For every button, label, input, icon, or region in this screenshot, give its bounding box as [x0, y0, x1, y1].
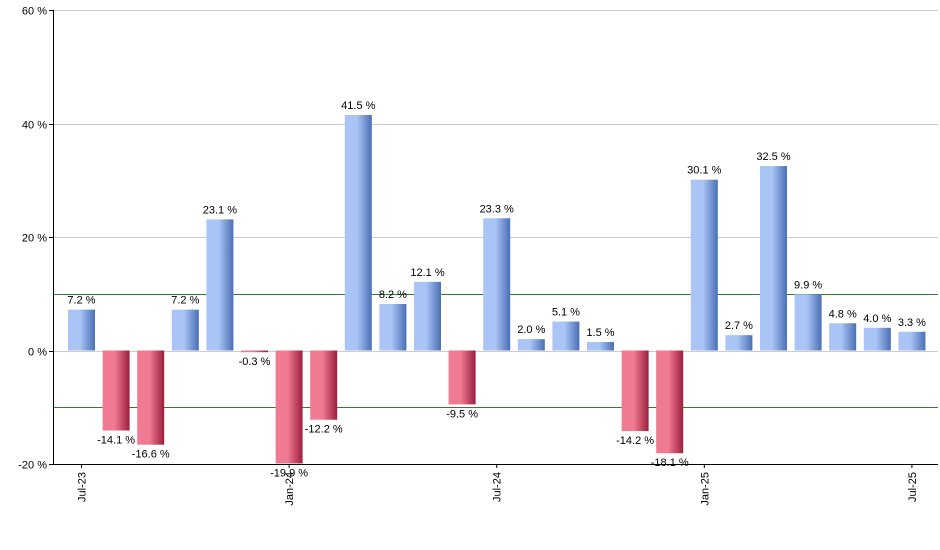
data-label: -19.9 %	[270, 467, 308, 479]
data-label: 23.3 %	[480, 203, 514, 215]
x-tick-label: Jan-24	[284, 472, 296, 506]
bar	[587, 341, 614, 351]
bar	[414, 281, 441, 351]
bar	[794, 294, 822, 351]
bar	[898, 331, 926, 351]
data-label: 7.2 %	[67, 295, 95, 307]
data-label: 23.1 %	[203, 204, 237, 216]
bar	[275, 350, 303, 464]
x-tick-label: Jul-24	[492, 472, 504, 502]
data-label: -9.5 %	[446, 408, 478, 420]
data-label: 4.8 %	[829, 308, 857, 320]
x-tick-label: Jan-25	[699, 472, 711, 506]
data-label: -0.3 %	[239, 356, 271, 368]
data-label: -14.1 %	[97, 435, 135, 447]
y-tick-label: 20 %	[22, 233, 47, 245]
bar	[552, 321, 580, 351]
data-label: 8.2 %	[379, 289, 407, 301]
bar	[863, 327, 891, 351]
data-label: 32.5 %	[756, 151, 790, 163]
data-label: 9.9 %	[794, 279, 822, 291]
bar	[448, 350, 476, 405]
data-label: 1.5 %	[586, 327, 614, 339]
bar	[379, 303, 407, 351]
data-label: 7.2 %	[171, 295, 199, 307]
y-tick-label: 60 %	[22, 6, 47, 18]
data-label: -16.6 %	[132, 449, 170, 461]
data-label: 3.3 %	[898, 317, 926, 329]
bar	[483, 218, 511, 351]
bar	[171, 309, 199, 351]
bar	[829, 323, 857, 351]
bar	[760, 166, 787, 351]
data-label: 41.5 %	[341, 100, 375, 112]
data-label: -14.2 %	[616, 435, 654, 447]
bars	[68, 114, 926, 464]
bar	[725, 335, 753, 351]
bar	[344, 114, 372, 351]
data-labels: 7.2 % -14.1 % -16.6 % 7.2 % 23.1 % -0.3 % -19.…	[67, 100, 926, 479]
data-label: -12.2 %	[305, 424, 343, 436]
bar	[656, 350, 684, 454]
x-tick-label: Jul-23	[77, 472, 89, 502]
bar	[241, 350, 268, 353]
data-label: 30.1 %	[687, 165, 721, 177]
bar	[690, 179, 718, 351]
bar	[517, 339, 545, 351]
data-label: 4.0 %	[863, 313, 891, 325]
y-tick-label: -20 %	[18, 460, 47, 472]
bar	[621, 350, 649, 432]
y-tick-label: 0 %	[28, 347, 47, 359]
data-label: 5.1 %	[552, 307, 580, 319]
bar	[310, 350, 338, 420]
data-label: -18.1 %	[651, 457, 689, 469]
bar	[102, 350, 130, 431]
x-tick-label: Jul-25	[907, 472, 919, 502]
data-label: 12.1 %	[410, 267, 444, 279]
y-tick-label: 40 %	[22, 120, 47, 132]
axes: -20 % 0 % 20 % 40 % 60 % Jul-23 Jan-24 Jul-24 Ja…	[18, 6, 938, 506]
data-label: 2.7 %	[725, 320, 753, 332]
bar	[68, 309, 95, 351]
data-label: 2.0 %	[517, 324, 545, 336]
bar	[137, 350, 165, 445]
bar	[206, 219, 234, 351]
